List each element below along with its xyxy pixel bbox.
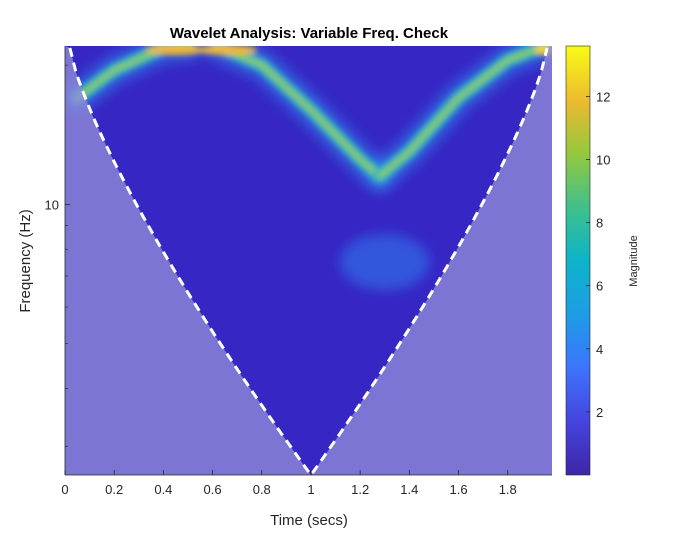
- y-axis-label: Frequency (Hz): [17, 209, 34, 312]
- plot-area: [65, 46, 552, 475]
- cone-of-influence-line: [68, 47, 549, 475]
- colorbar-tick-label: 6: [596, 279, 603, 294]
- colorbar-tick-label: 2: [596, 405, 603, 420]
- ridge-core-3: [377, 46, 548, 179]
- colorbar-tick-label: 4: [596, 342, 603, 357]
- colorbar: 2 4 6 8 10 12 Magnitude: [565, 45, 640, 476]
- x-tick-label: 1.4: [400, 482, 418, 497]
- colorbar-label: Magnitude: [628, 235, 640, 286]
- x-tick-label: 1.6: [449, 482, 467, 497]
- ridge-peak-center: [197, 46, 258, 55]
- y-tick-label: 10: [45, 197, 59, 212]
- x-tick-label: 0.6: [204, 482, 222, 497]
- colorbar-tick-label: 8: [596, 216, 603, 231]
- cone-of-influence-shade: [65, 46, 552, 475]
- x-tick-label: 0.2: [105, 482, 123, 497]
- colorbar-gradient: [565, 45, 591, 476]
- colorbar-tick-label: 12: [596, 89, 610, 104]
- x-tick-label: 1.8: [499, 482, 517, 497]
- x-tick-label: 0.8: [253, 482, 271, 497]
- x-axis-label: Time (secs): [270, 512, 348, 529]
- ridge-core-2: [215, 46, 383, 179]
- x-tick-label: 1.2: [351, 482, 369, 497]
- x-tick-label: 1: [307, 482, 314, 497]
- y-axis: 10: [45, 46, 70, 475]
- x-tick-label: 0.4: [154, 482, 172, 497]
- x-axis: 0 0.2 0.4 0.6 0.8 1 1.2 1.4 1.6 1.8: [61, 470, 552, 497]
- chart-title: Wavelet Analysis: Variable Freq. Check: [170, 25, 449, 42]
- colorbar-ticks: 2 4 6 8 10 12: [586, 89, 610, 420]
- colorbar-tick-label: 10: [596, 153, 610, 168]
- heatmap-ridges: [70, 46, 552, 184]
- x-tick-label: 0: [61, 482, 68, 497]
- ridge-peak-left: [145, 46, 206, 55]
- low-frequency-blob: [339, 234, 430, 291]
